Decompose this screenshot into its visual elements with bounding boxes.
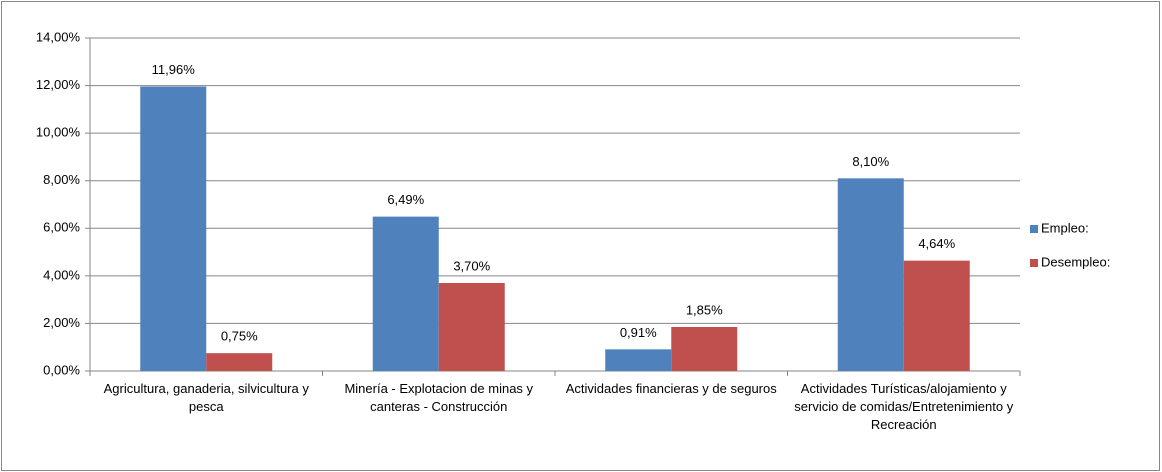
legend-label: Desempleo: (1041, 254, 1110, 269)
bar (903, 260, 970, 371)
legend-swatch (1030, 259, 1038, 267)
y-tick-label: 12,00% (36, 77, 81, 92)
x-tick-label: Agricultura, ganaderia, silvicultura y p… (103, 381, 309, 414)
y-tick-label: 2,00% (43, 315, 80, 330)
bar (837, 178, 904, 371)
data-label: 0,91% (620, 325, 657, 340)
data-label: 8,10% (852, 154, 889, 169)
legend-label: Empleo: (1041, 220, 1089, 235)
bar (605, 349, 672, 371)
y-tick-label: 4,00% (43, 267, 80, 282)
y-tick-label: 8,00% (43, 172, 80, 187)
data-label: 3,70% (453, 258, 490, 273)
data-label: 6,49% (387, 192, 424, 207)
legend-swatch (1030, 225, 1038, 233)
y-tick-label: 14,00% (36, 29, 81, 44)
y-tick-label: 0,00% (43, 362, 80, 377)
bar (671, 326, 738, 371)
y-tick-label: 6,00% (43, 220, 80, 235)
data-label: 0,75% (221, 329, 258, 344)
bar (372, 216, 439, 371)
data-label: 11,96% (152, 62, 196, 77)
bar (206, 353, 273, 371)
x-tick-label: Actividades financieras y de seguros (565, 381, 777, 396)
x-tick-label: Actividades Turísticas/alojamiento y ser… (794, 381, 1014, 432)
x-tick-label: Minería - Explotacion de minas y cantera… (344, 381, 534, 414)
bar (438, 282, 505, 371)
data-label: 4,64% (918, 236, 955, 251)
bar (140, 86, 207, 371)
y-tick-label: 10,00% (36, 125, 81, 140)
data-label: 1,85% (686, 302, 723, 317)
